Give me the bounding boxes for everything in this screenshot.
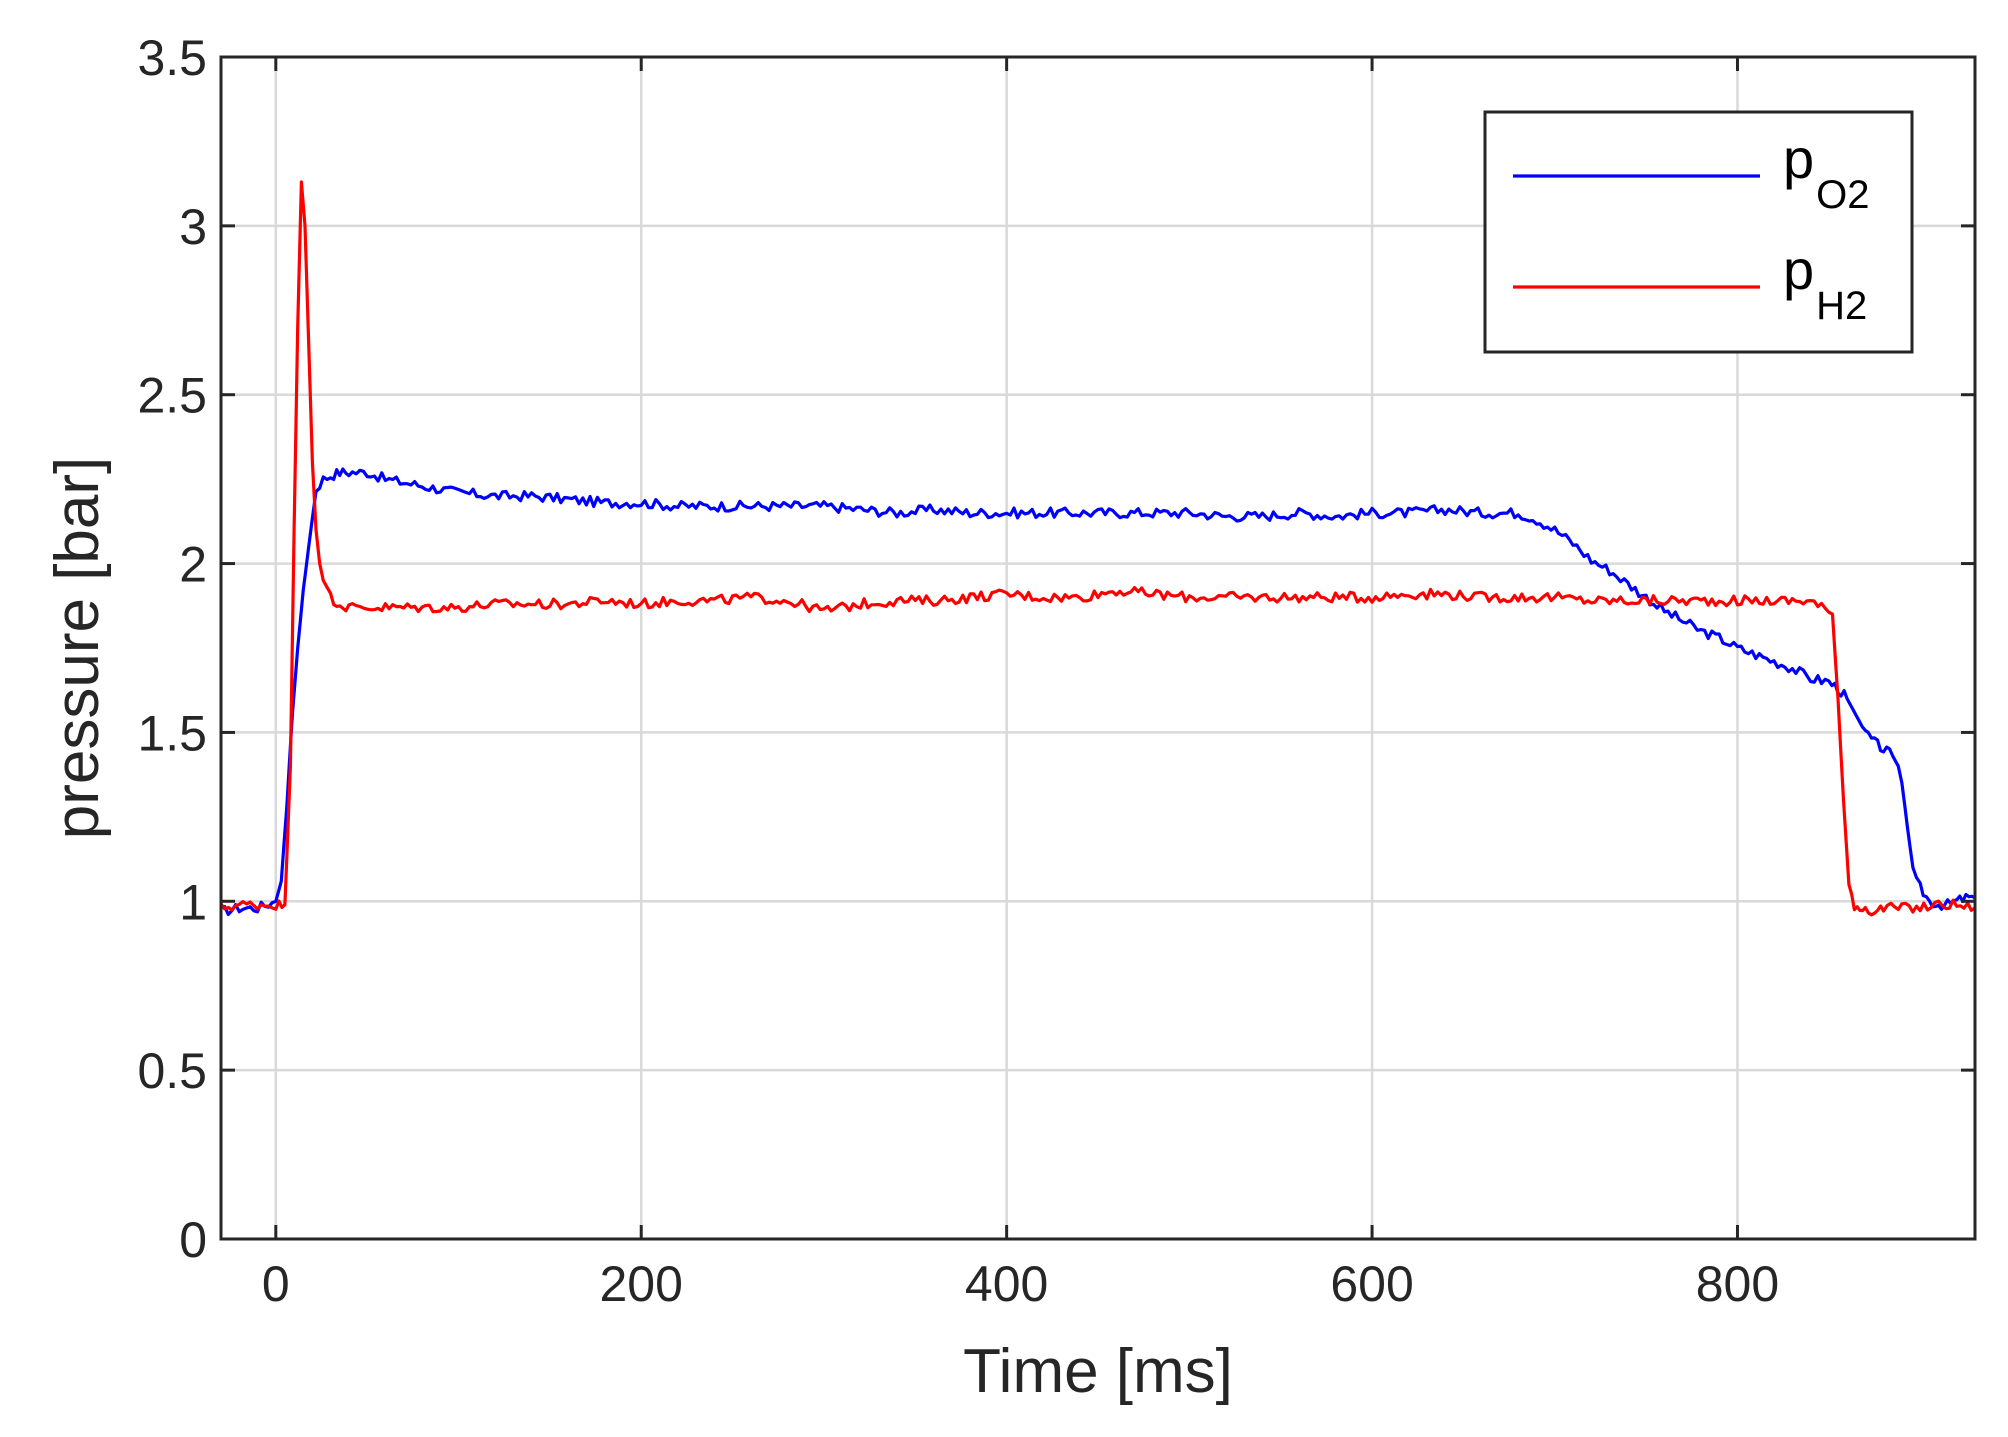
legend-label-o2: pO2 (1783, 127, 1870, 217)
legend-box (1483, 110, 1914, 354)
x-axis-label: Time [ms] (963, 1337, 1233, 1406)
x-tick-label: 0 (262, 1256, 290, 1312)
y-tick-label: 2 (179, 537, 207, 593)
series-line-o2 (221, 467, 1975, 917)
y-tick-label: 0.5 (137, 1043, 207, 1099)
y-tick-label: 1 (179, 874, 207, 930)
x-tick-label: 800 (1696, 1256, 1779, 1312)
legend-label-base: p (1783, 127, 1814, 190)
legend-label-subscript: O2 (1816, 173, 1869, 217)
y-tick-label: 3 (179, 199, 207, 255)
y-axis-label: pressure [bar] (43, 457, 112, 840)
legend-label-subscript: H2 (1816, 284, 1867, 328)
y-tick-label: 1.5 (137, 705, 207, 761)
legend-label-h2: pH2 (1783, 238, 1867, 328)
y-tick-label: 2.5 (137, 368, 207, 424)
x-tick-label: 400 (965, 1256, 1048, 1312)
series-line-h2 (221, 180, 1975, 917)
x-tick-label: 200 (600, 1256, 683, 1312)
series-layer (221, 180, 1975, 917)
x-tick-label: 600 (1330, 1256, 1413, 1312)
legend-label-base: p (1783, 238, 1814, 301)
ticks: 0 200 400 600 800 0 0.5 1 1.5 2 2.5 3 3.5 (137, 30, 1975, 1312)
plot-frame (219, 55, 1977, 1241)
y-tick-label: 0 (179, 1212, 207, 1268)
y-tick-label: 3.5 (137, 30, 207, 86)
grid (221, 55, 1975, 1241)
